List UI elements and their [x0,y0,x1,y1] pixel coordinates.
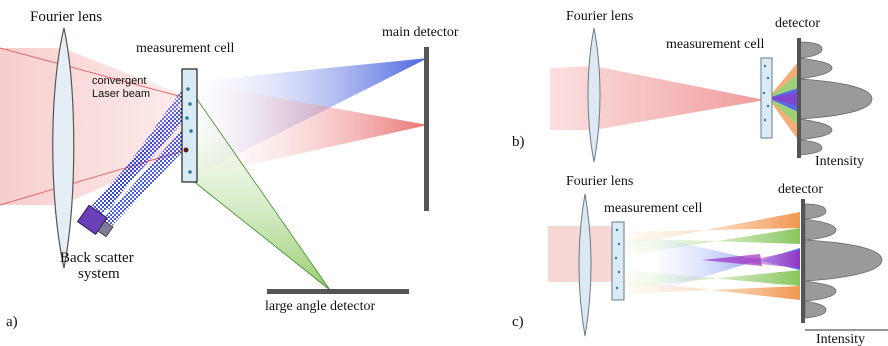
intensity-label-c: Intensity [816,332,865,346]
fourier-lens-a [52,27,75,269]
convergent-label: convergent [92,75,146,87]
fourier-lens-b [587,27,601,163]
fourier-lens-label-b: Fourier lens [566,9,633,24]
particle [763,118,767,122]
laser-edge-top-a [0,47,187,99]
detector-b [797,38,801,158]
particle [763,64,767,68]
detector-label-b: detector [775,16,820,31]
back-scatter-band-2 [102,125,186,226]
back-scatter-label-1: Back scatter [60,250,134,266]
particle [762,91,766,95]
particle [183,147,189,153]
panel-b: Fourier lens measurement cell detector I… [512,9,873,169]
measurement-cell-label-b: measurement cell [666,37,764,52]
green-edge [191,91,331,291]
particle [614,256,618,260]
panel-b-tag: b) [512,134,525,150]
red-scatter-band [190,82,428,178]
particle [185,116,189,120]
particle [189,129,193,133]
panel-c: Fourier lens measurement cell detector I… [512,174,888,346]
panel-c-tag: c) [512,314,524,330]
back-scatter-band-3 [100,84,186,210]
laser-edge-bottom-a [0,149,187,206]
fan-green-b [768,74,798,98]
measurement-cell-label-c: measurement cell [604,201,702,216]
main-detector-label: main detector [382,25,459,40]
fan-orange-c1 [622,212,800,246]
intensity-label-b: Intensity [815,154,864,169]
back-scatter-label-2: system [78,266,120,282]
measurement-cell-c [611,221,625,301]
fourier-lens-label-a: Fourier lens [30,9,102,25]
particle [617,270,621,274]
panel-a-tag: a) [6,314,18,330]
large-angle-detector [267,289,409,294]
fourier-lens-label-c: Fourier lens [566,174,633,189]
particle [615,286,619,290]
fourier-lens-c [578,193,592,337]
particle [186,87,190,91]
particle [766,76,770,80]
laser-beam-b [550,66,765,130]
particle [766,104,770,108]
measurement-cell-b [760,57,773,139]
particle [188,102,192,106]
fan-orange-b2 [768,98,798,140]
measurement-cell-label-a: measurement cell [136,41,234,56]
laser-beam-label: Laser beam [92,88,150,100]
measurement-cell-a [181,68,198,183]
large-angle-detector-label: large angle detector [265,299,375,314]
intensity-profile-b [799,41,873,156]
back-scatter-device [76,204,114,238]
detector-c [801,199,805,323]
particle [188,170,192,174]
fan-orange-b [768,62,798,98]
fan-purple-c2 [702,254,762,266]
fan-blue-c [660,238,800,290]
intensity-profile-c [804,203,883,319]
particle [615,228,619,232]
detector-label-c: detector [778,182,823,197]
main-detector [424,47,429,211]
green-edge-2 [191,179,331,291]
particle [617,242,621,246]
panel-a: Fourier lens measurement cell main detec… [0,9,459,330]
fan-purple-b [768,92,798,106]
